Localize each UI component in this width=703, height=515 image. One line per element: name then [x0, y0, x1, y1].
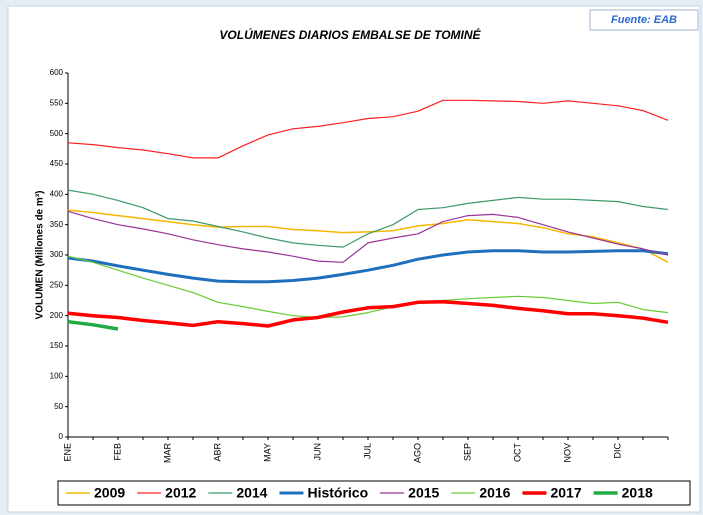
x-tick-label: NOV [562, 443, 572, 463]
y-tick-label: 500 [50, 129, 64, 138]
x-tick-label: AGO [412, 443, 422, 463]
chart-title: VOLÚMENES DIARIOS EMBALSE DE TOMINÉ [219, 27, 481, 42]
y-tick-label: 450 [50, 159, 64, 168]
series-line [67, 255, 669, 319]
legend-label: 2017 [550, 485, 581, 501]
series-line [67, 249, 669, 284]
x-tick-label: SEP [462, 443, 472, 461]
x-tick-label: JUL [362, 443, 372, 459]
x-tick-label: MAR [162, 443, 172, 464]
legend-label: 2009 [94, 485, 125, 501]
y-tick-label: 150 [50, 341, 64, 350]
legend-label: 2015 [408, 485, 439, 501]
y-tick-label: 600 [50, 68, 64, 77]
x-tick-label: ABR [212, 443, 222, 462]
y-tick-label: 350 [50, 220, 64, 229]
y-tick-label: 400 [50, 189, 64, 198]
legend-label: 2016 [479, 485, 510, 501]
x-tick-label: DIC [612, 443, 622, 459]
y-tick-label: 550 [50, 98, 64, 107]
y-tick-label: 200 [50, 311, 64, 320]
x-tick-label: JUN [312, 443, 322, 461]
source: Fuente: EAB [611, 14, 677, 26]
source-box [589, 9, 699, 31]
series-line [67, 209, 669, 263]
x-tick-label: ENE [62, 443, 72, 462]
x-tick-label: FEB [112, 443, 122, 461]
x-tick-label: MAY [262, 443, 272, 462]
y-tick-label: 0 [59, 432, 64, 441]
series-line [67, 319, 119, 331]
series-line [67, 99, 669, 159]
legend-label: 2012 [165, 485, 196, 501]
y-axis-label: VOLUMEN (Millones de m³) [35, 191, 46, 320]
legend-box [57, 480, 691, 506]
y-tick-label: 100 [50, 371, 64, 380]
legend-label: Histórico [307, 485, 368, 501]
y-tick-label: 250 [50, 280, 64, 289]
y-tick-label: 50 [54, 402, 63, 411]
series-line [67, 189, 669, 248]
legend-label: 2018 [622, 485, 653, 501]
legend-label: 2014 [236, 485, 267, 501]
x-tick-label: OCT [512, 443, 522, 463]
y-tick-label: 300 [50, 250, 64, 259]
panel [7, 5, 701, 513]
series-line [67, 299, 669, 328]
series-line [67, 210, 669, 263]
